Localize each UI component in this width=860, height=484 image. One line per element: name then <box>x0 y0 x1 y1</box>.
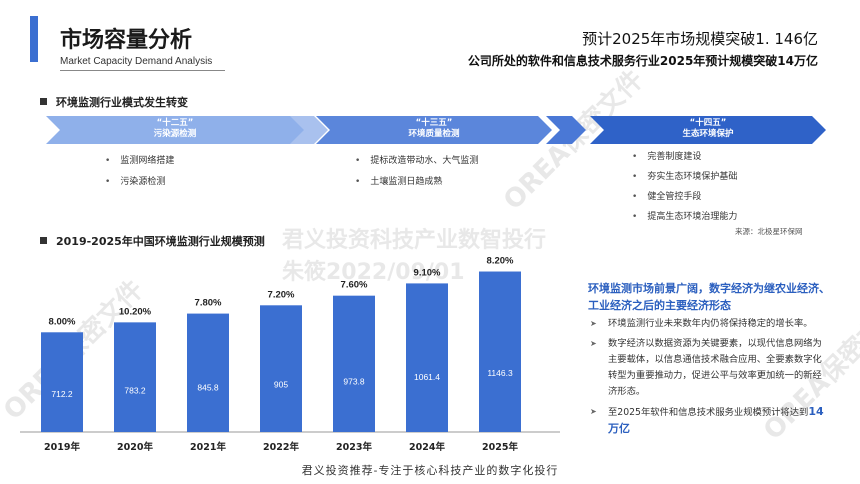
chevron-connector-2 <box>546 116 586 144</box>
bar-2025年 <box>479 271 521 432</box>
bar-2023年 <box>333 295 375 432</box>
stage-1-name: “十二五” <box>156 118 194 128</box>
bar-2024年 <box>406 283 448 432</box>
page-title: 市场容量分析 <box>60 28 193 53</box>
stage-3-label-box: “十四五” 生态环境保护 <box>604 115 812 143</box>
stage-2-label: 环境质量检测 <box>408 129 460 139</box>
list-item: 健全管控手段 <box>632 190 737 210</box>
section1-marker <box>40 98 47 105</box>
list-item: 数字经济以数据资源为关键要素，以现代信息网络为主要载体，以信息通信技术融合应用、… <box>590 336 830 400</box>
bar-value-label: 783.2 <box>124 386 146 396</box>
page-subtitle-en: Market Capacity Demand Analysis <box>60 56 213 67</box>
list-item-text: 至2025年软件和信息技术服务业规模预计将达到 <box>608 407 809 418</box>
growth-rate-label: 8.00% <box>49 316 76 327</box>
stage-1-label-box: “十二五” 污染源检测 <box>60 115 290 143</box>
bar-2021年 <box>187 313 229 432</box>
x-tick-label: 2022年 <box>263 441 299 453</box>
growth-rate-label: 7.20% <box>268 289 295 300</box>
x-tick-label: 2025年 <box>482 441 518 453</box>
growth-rate-label: 10.20% <box>119 306 152 317</box>
section2-marker <box>40 237 47 244</box>
list-item: 环境监测行业未来数年内仍将保持稳定的增长率。 <box>590 316 830 332</box>
x-tick-label: 2021年 <box>190 441 226 453</box>
source-note: 来源：北极星环保网 <box>735 227 803 236</box>
bar-2019年 <box>41 332 83 432</box>
chevron-stage-1 <box>46 116 306 144</box>
growth-rate-label: 7.80% <box>195 298 222 309</box>
right-panel-title: 环境监测市场前景广阔，数字经济为继农业经济、工业经济之后的主要经济形态 <box>588 282 830 312</box>
stage-3-name: “十四五” <box>689 118 727 128</box>
bar-value-label: 973.8 <box>343 376 365 386</box>
x-tick-label: 2020年 <box>117 441 153 453</box>
stage-1-bullets: 监测网络搭建 污染源检测 <box>105 154 174 196</box>
header-divider <box>60 70 225 71</box>
growth-rate-label: 9.10% <box>414 267 441 278</box>
stage-2-bullets: 提标改造带动水、大气监测 土壤监测日趋成熟 <box>355 154 478 196</box>
list-item: 提标改造带动水、大气监测 <box>355 154 478 175</box>
list-item: 夯实生态环境保护基础 <box>632 170 737 190</box>
footer-text: 君义投资推荐-专注于核心科技产业的数字化投行 <box>301 464 559 477</box>
headline-industry-scale: 公司所处的软件和信息技术服务行业2025年预计规模突破14万亿 <box>467 54 818 68</box>
growth-rate-label: 7.60% <box>341 280 368 291</box>
right-panel-list: 环境监测行业未来数年内仍将保持稳定的增长率。 数字经济以数据资源为关键要素，以现… <box>590 316 830 442</box>
bar-2020年 <box>114 322 156 432</box>
section1-title: 环境监测行业模式发生转变 <box>56 96 188 109</box>
list-item: 提高生态环境治理能力 <box>632 210 737 230</box>
list-item: 至2025年软件和信息技术服务业规模预计将达到14万亿 <box>590 404 830 438</box>
list-item: 污染源检测 <box>105 175 174 196</box>
title-accent-bar <box>30 16 38 62</box>
bar-value-label: 905 <box>274 380 288 390</box>
stage-3-bullets: 完善制度建设 夯实生态环境保护基础 健全管控手段 提高生态环境治理能力 <box>632 150 737 230</box>
bar-value-label: 845.8 <box>197 383 219 393</box>
bar-value-label: 1061.4 <box>414 372 440 382</box>
growth-rate-label: 8.20% <box>487 256 514 267</box>
highlight-value: 14万亿 <box>608 405 824 435</box>
x-tick-label: 2023年 <box>336 441 372 453</box>
stage-2-label-box: “十三五” 环境质量检测 <box>330 115 538 143</box>
stage-1-label: 污染源检测 <box>153 129 197 139</box>
stage-3-label: 生态环境保护 <box>682 129 734 139</box>
stage-2-name: “十三五” <box>415 118 453 128</box>
list-item: 完善制度建设 <box>632 150 737 170</box>
market-size-chart: 712.2 8.00% 2019年 783.2 10.20% 2020年 845.8 7.80… <box>20 256 560 453</box>
stage-chevrons <box>46 116 826 144</box>
headline-market-size: 预计2025年市场规模突破1. 146亿 <box>582 30 818 48</box>
bar-value-label: 712.2 <box>51 389 73 399</box>
bar-value-label: 1146.3 <box>487 368 513 378</box>
list-item: 监测网络搭建 <box>105 154 174 175</box>
chevron-connector-1 <box>290 116 328 144</box>
section2-title: 2019-2025年中国环境监测行业规模预测 <box>56 235 265 248</box>
x-tick-label: 2024年 <box>409 441 445 453</box>
list-item: 土壤监测日趋成熟 <box>355 175 478 196</box>
x-tick-label: 2019年 <box>44 441 80 453</box>
chevron-stage-2 <box>316 116 552 144</box>
chevron-stage-3 <box>590 116 826 144</box>
bar-2022年 <box>260 305 302 432</box>
